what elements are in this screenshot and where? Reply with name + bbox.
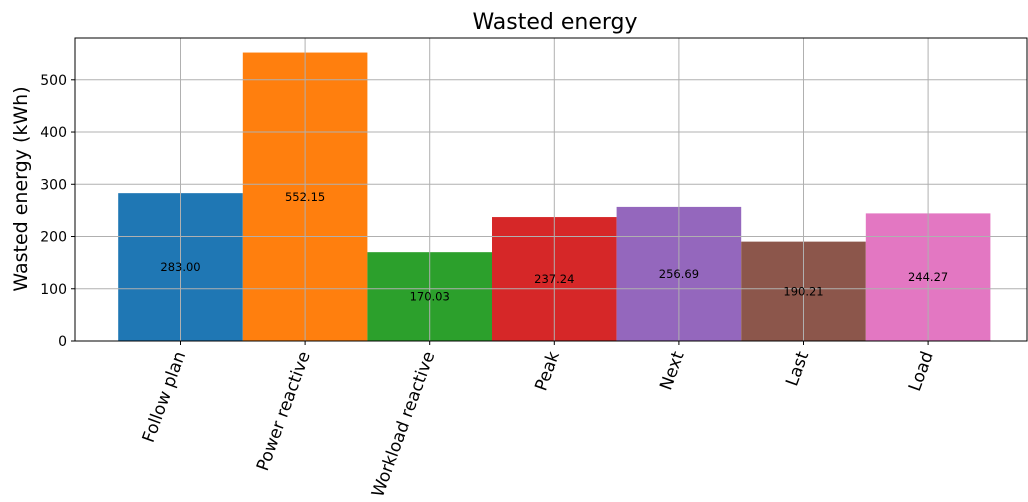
x-tick-label: Next	[656, 349, 688, 393]
data-label: 256.69	[659, 267, 699, 281]
x-tick-label: Last	[782, 349, 813, 389]
x-tick-label: Workload reactive	[368, 349, 439, 500]
data-labels-group: 283.00 552.15 170.03 237.24 256.69 190.21 244.…	[160, 190, 948, 304]
x-tick-label: Power reactive	[253, 349, 315, 474]
y-tick-label: 500	[40, 73, 67, 89]
x-tick-label: Follow plan	[139, 349, 190, 446]
data-label: 283.00	[160, 260, 200, 274]
y-tick-label: 200	[40, 230, 67, 246]
x-tick-label: Load	[905, 349, 938, 394]
data-label: 552.15	[285, 190, 325, 204]
y-tick-label: 300	[40, 177, 67, 193]
x-ticks-group: Follow plan Power reactive Workload reacti…	[139, 341, 938, 500]
y-ticks-group: 0 100 200 300 400 500	[40, 73, 75, 350]
y-tick-label: 400	[40, 125, 67, 141]
y-tick-label: 0	[58, 334, 67, 350]
y-tick-label: 100	[40, 282, 67, 298]
x-tick-label: Peak	[531, 349, 564, 394]
chart-title: Wasted energy	[472, 10, 637, 35]
data-label: 170.03	[410, 290, 450, 304]
data-label: 237.24	[534, 272, 574, 286]
data-label: 244.27	[908, 270, 948, 284]
y-axis-label: Wasted energy (kWh)	[10, 86, 32, 291]
plot-frame	[74, 37, 1028, 342]
data-label: 190.21	[783, 284, 823, 298]
